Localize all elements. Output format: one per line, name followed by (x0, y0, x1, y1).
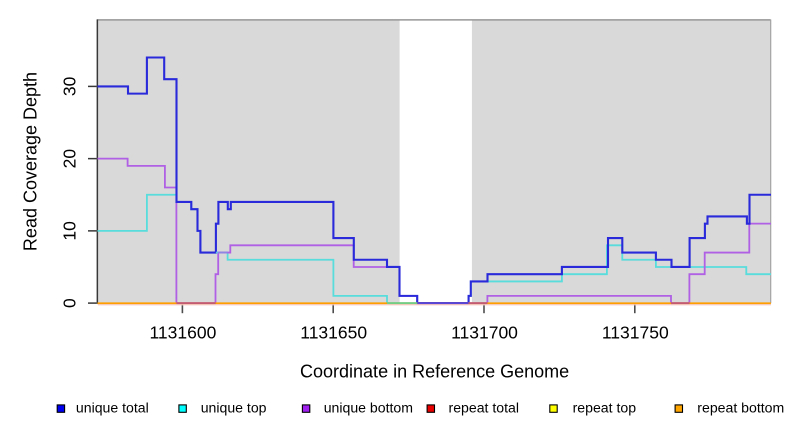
svg-text:Coordinate in Reference Genome: Coordinate in Reference Genome (300, 361, 569, 381)
svg-text:1131700: 1131700 (451, 323, 518, 343)
svg-text:0: 0 (59, 298, 79, 308)
svg-text:30: 30 (59, 76, 79, 96)
svg-text:repeat total: repeat total (449, 400, 520, 416)
svg-text:unique bottom: unique bottom (324, 400, 413, 416)
svg-text:10: 10 (59, 221, 79, 241)
svg-text:repeat bottom: repeat bottom (697, 400, 784, 416)
svg-text:unique total: unique total (76, 400, 149, 416)
svg-text:20: 20 (59, 149, 79, 169)
svg-text:repeat top: repeat top (573, 400, 637, 416)
svg-text:unique top: unique top (201, 400, 267, 416)
svg-text:1131750: 1131750 (602, 323, 669, 343)
svg-text:1131650: 1131650 (300, 323, 367, 343)
svg-text:1131600: 1131600 (149, 323, 216, 343)
svg-text:Read Coverage Depth: Read Coverage Depth (21, 72, 41, 251)
